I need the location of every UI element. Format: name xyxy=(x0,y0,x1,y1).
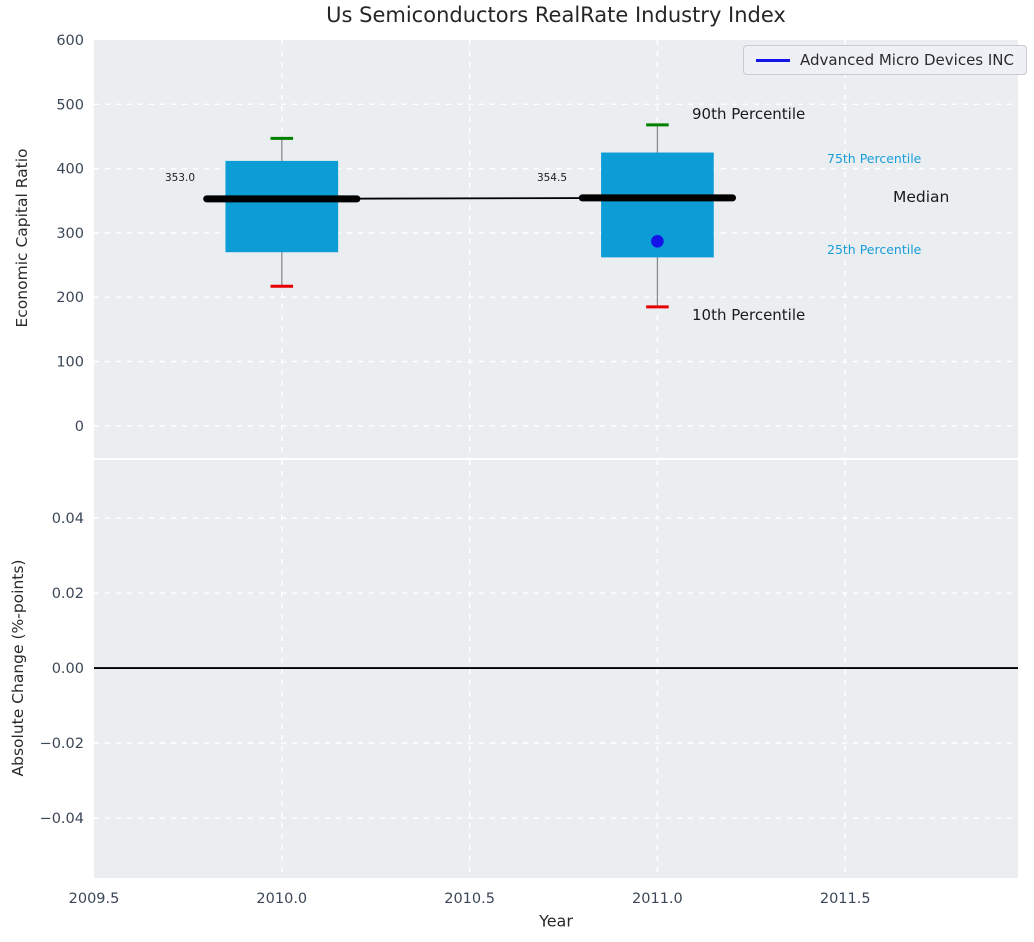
legend-line-icon xyxy=(756,58,790,62)
y-tick-label-bottom: −0.04 xyxy=(40,811,84,827)
y-tick-label-bottom: 0.00 xyxy=(52,661,84,677)
annotation-10th-percentile: 10th Percentile xyxy=(692,306,806,324)
y-tick-label-top: 100 xyxy=(56,355,84,371)
annotation-90th-percentile: 90th Percentile xyxy=(692,105,806,123)
legend-label: Advanced Micro Devices INC xyxy=(800,51,1014,69)
x-axis-label: Year xyxy=(539,911,573,931)
annotation-75th-percentile: 75th Percentile xyxy=(827,151,922,166)
company-point xyxy=(651,234,664,248)
x-tick-label: 2010.0 xyxy=(256,891,307,907)
annotation-median: Median xyxy=(893,188,950,206)
y-tick-label-top: 0 xyxy=(75,419,84,435)
annotation-25th-percentile: 25th Percentile xyxy=(827,242,922,257)
y-axis-label-top: Economic Capital Ratio xyxy=(13,148,31,328)
axes-background-bottom xyxy=(94,460,1018,878)
y-tick-label-top: 400 xyxy=(56,162,84,178)
iqr-box xyxy=(225,160,339,253)
x-tick-label: 2011.0 xyxy=(632,891,683,907)
y-tick-label-top: 600 xyxy=(56,33,84,49)
x-tick-label: 2010.5 xyxy=(444,891,495,907)
x-tick-label: 2011.5 xyxy=(820,891,871,907)
y-tick-label-bottom: 0.04 xyxy=(52,511,84,527)
legend: Advanced Micro Devices INC xyxy=(743,45,1027,75)
chart-title: Us Semiconductors RealRate Industry Inde… xyxy=(326,3,786,27)
y-axis-label-bottom: Absolute Change (%-points) xyxy=(9,559,27,777)
y-tick-label-bottom: 0.02 xyxy=(52,586,84,602)
y-tick-label-top: 300 xyxy=(56,226,84,242)
median-value-label-2010: 353.0 xyxy=(164,172,195,184)
y-tick-label-top: 200 xyxy=(56,290,84,306)
median-value-label-2011: 354.5 xyxy=(536,172,567,184)
x-tick-label: 2009.5 xyxy=(69,891,120,907)
y-tick-label-bottom: −0.02 xyxy=(40,736,84,752)
y-tick-label-top: 500 xyxy=(56,97,84,113)
